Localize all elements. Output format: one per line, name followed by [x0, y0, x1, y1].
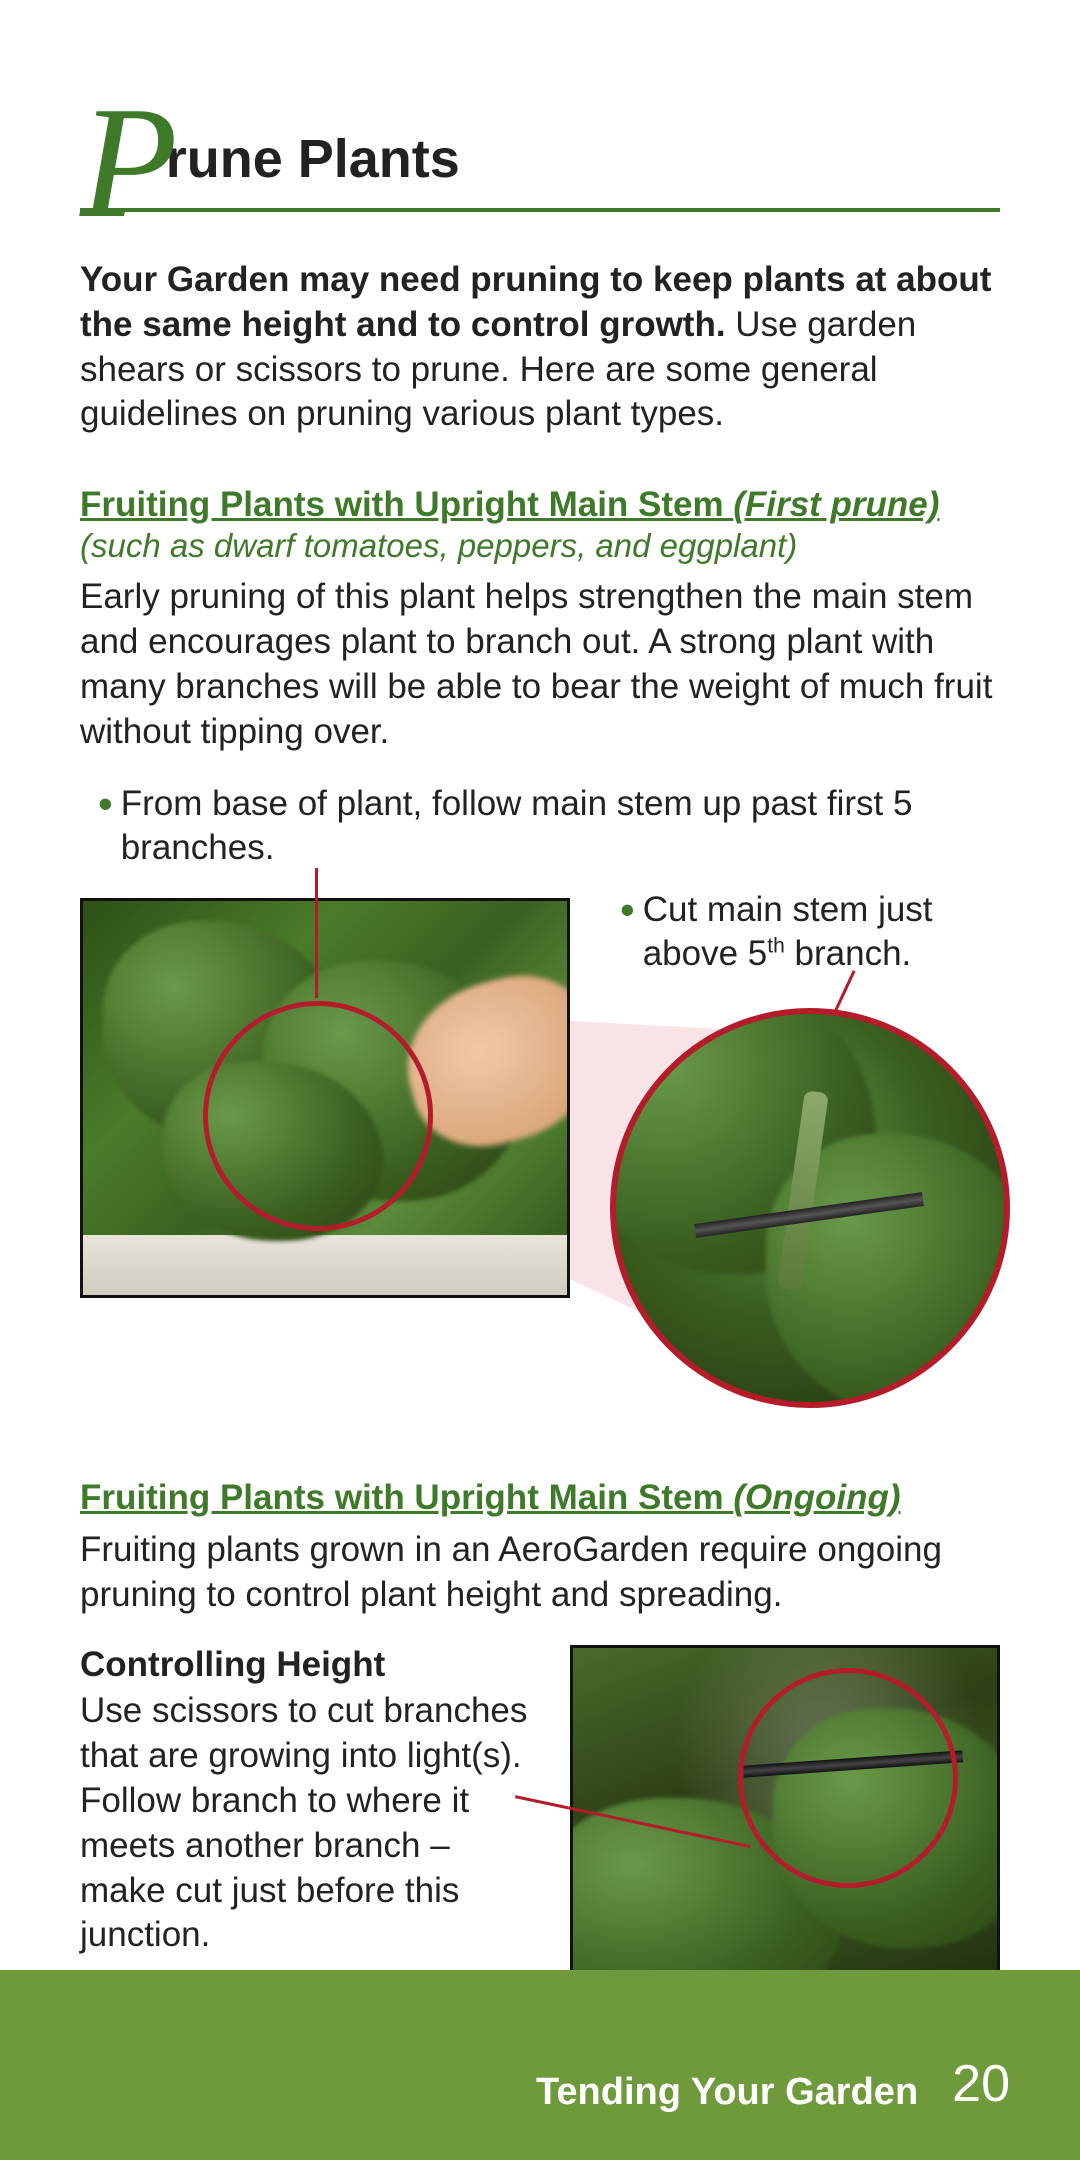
drop-cap: P [80, 114, 178, 210]
bullet2-sup: th [767, 934, 785, 957]
section2-heading: Fruiting Plants with Upright Main Stem (… [80, 1478, 1000, 1518]
section1-body: Early pruning of this plant helps streng… [80, 575, 1000, 754]
section2-body: Fruiting plants grown in an AeroGarden r… [80, 1528, 1000, 1618]
photo-3 [570, 1645, 1000, 1975]
bullet1: • From base of plant, follow main stem u… [98, 782, 1000, 870]
bullet1-text: From base of plant, follow main stem up … [121, 782, 1000, 870]
photo-1 [80, 898, 570, 1298]
title-rule [80, 208, 1000, 212]
section2-heading-main: Fruiting Plants with Upright Main Stem [80, 1478, 733, 1517]
section2: Fruiting Plants with Upright Main Stem (… [80, 1478, 1000, 2030]
bullet-dot-icon: • [620, 888, 635, 976]
section1-heading-paren: (First prune) [733, 485, 939, 524]
two-col-left: Controlling Height Use scissors to cut b… [80, 1645, 540, 1958]
leader-line [315, 868, 318, 998]
bullet2: • Cut main stem just above 5th branch. [620, 888, 1000, 976]
section1-heading-main: Fruiting Plants with Upright Main Stem [80, 485, 733, 524]
bullet-dot-icon: • [98, 782, 113, 870]
section1-subheading: (such as dwarf tomatoes, peppers, and eg… [80, 527, 1000, 565]
page-title-row: P rune Plants [80, 90, 1000, 200]
controlling-height-heading: Controlling Height [80, 1645, 540, 1685]
intro-paragraph: Your Garden may need pruning to keep pla… [80, 258, 1000, 437]
zoom-circle [610, 1008, 1010, 1408]
highlight-circle-icon [203, 1001, 433, 1231]
bullet2-text-b: branch. [785, 934, 911, 973]
page-content: P rune Plants Your Garden may need pruni… [0, 0, 1080, 2029]
photo-1-table [83, 1235, 567, 1295]
highlight-circle-icon [738, 1668, 958, 1888]
section2-heading-paren: (Ongoing) [733, 1478, 900, 1517]
bullet1-wrap: • From base of plant, follow main stem u… [80, 782, 1000, 870]
footer-page-number: 20 [952, 2054, 1010, 2114]
figure-area-1: • Cut main stem just above 5th branch. [80, 878, 1000, 1438]
page-title: rune Plants [166, 128, 460, 200]
bullet2-text: Cut main stem just above 5th branch. [643, 888, 1000, 976]
page-footer: Tending Your Garden 20 [0, 1970, 1080, 2160]
footer-section-label: Tending Your Garden [536, 2071, 918, 2114]
section1-heading: Fruiting Plants with Upright Main Stem (… [80, 485, 1000, 525]
bullet2-wrap: • Cut main stem just above 5th branch. [620, 888, 1000, 976]
controlling-height-body: Use scissors to cut branches that are gr… [80, 1689, 540, 1958]
